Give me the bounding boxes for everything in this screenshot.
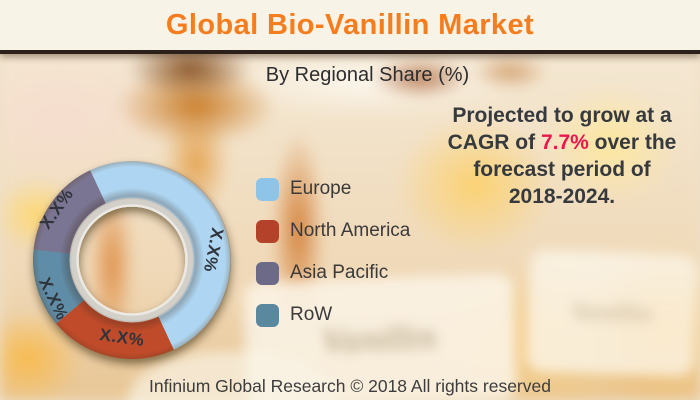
bottle-label-text-right: Vanillin: [571, 299, 653, 327]
legend-item-row: RoW: [256, 303, 410, 327]
legend-swatch-asia-pacific: [256, 261, 279, 285]
donut-chart-svg: [32, 161, 231, 359]
title-banner: Global Bio-Vanillin Market: [0, 0, 700, 54]
growth-note-line2-before: CAGR of: [447, 131, 541, 154]
chart-legend: Europe North America Asia Pacific RoW: [256, 177, 410, 345]
legend-swatch-row: [256, 303, 279, 327]
growth-note-line1: Projected to grow at a: [452, 104, 672, 127]
legend-item-asia-pacific: Asia Pacific: [256, 261, 410, 285]
legend-item-north-america: North America: [256, 219, 410, 243]
legend-label-europe: Europe: [290, 178, 352, 199]
page-title: Global Bio-Vanillin Market: [165, 8, 535, 41]
donut-bevel-overlay: [33, 161, 231, 359]
growth-note-line3: forecast period of: [473, 158, 651, 181]
donut-chart: [17, 145, 247, 375]
legend-label-asia-pacific: Asia Pacific: [290, 262, 389, 283]
legend-swatch-north-america: [256, 219, 279, 243]
legend-label-row: RoW: [290, 304, 333, 325]
legend-item-europe: Europe: [256, 177, 410, 201]
legend-label-north-america: North America: [290, 220, 411, 241]
growth-note-line2-after: over the: [588, 131, 677, 154]
bottle-label-shape-right: Vanillin: [525, 249, 699, 377]
growth-note: Projected to grow at a CAGR of 7.7% over…: [424, 102, 700, 210]
footer-copyright: Infinium Global Research © 2018 All righ…: [149, 376, 551, 396]
growth-note-line2: CAGR of 7.7% over the: [424, 129, 700, 156]
cagr-value: 7.7%: [540, 131, 589, 154]
chart-subtitle: By Regional Share (%): [265, 64, 470, 86]
legend-swatch-europe: [256, 177, 279, 201]
growth-note-line4: 2018-2024.: [508, 185, 616, 208]
